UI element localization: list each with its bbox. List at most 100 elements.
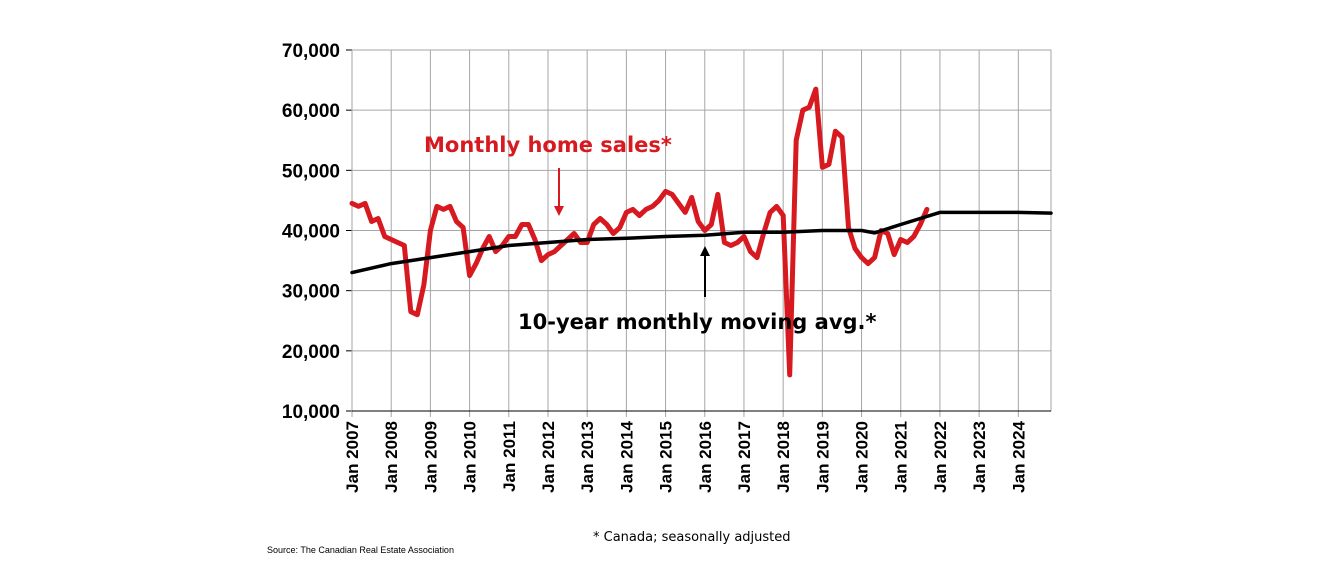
y-tick-label: 20,000 <box>282 342 340 363</box>
series-lines <box>349 86 1053 378</box>
y-tick-label: 10,000 <box>282 402 340 423</box>
data-point-sales <box>651 205 654 207</box>
data-point-average <box>1017 211 1019 213</box>
data-point-sales <box>815 88 817 90</box>
data-point-sales <box>475 263 477 265</box>
x-tick-label: Jan 2023 <box>970 421 989 493</box>
data-point-sales <box>553 251 556 253</box>
data-point-sales <box>900 238 902 241</box>
annotation-moving-average: 10-year monthly moving avg.* <box>518 310 877 334</box>
footnote: * Canada; seasonally adjusted <box>593 530 791 545</box>
data-point-sales <box>854 247 856 250</box>
data-point-average <box>704 234 706 236</box>
data-point-sales <box>802 109 804 111</box>
data-point-sales <box>606 223 608 226</box>
data-point-sales <box>645 208 647 210</box>
data-point-sales <box>469 275 471 277</box>
data-point-sales <box>377 217 379 220</box>
data-point-sales <box>488 235 490 238</box>
data-point-sales <box>913 235 915 238</box>
data-point-average <box>978 211 980 213</box>
data-point-average <box>547 241 549 244</box>
data-point-sales <box>560 244 562 247</box>
data-point-sales <box>717 193 719 195</box>
y-axis-ticks: 10,000 20,000 30,000 40,000 50,000 60,000 70,0… <box>282 41 340 423</box>
data-point-sales <box>403 244 405 247</box>
x-tick-label: Jan 2007 <box>343 421 362 493</box>
data-point-sales <box>527 223 530 226</box>
data-point-sales <box>599 217 601 220</box>
data-point-sales <box>573 232 575 235</box>
data-point-sales <box>593 223 595 226</box>
data-point-sales <box>776 205 778 207</box>
data-point-sales <box>514 235 516 238</box>
data-point-sales <box>867 263 869 265</box>
x-tick-label: Jan 2010 <box>461 421 480 493</box>
annotation-arrowhead-down <box>554 206 564 216</box>
grid <box>346 49 1052 417</box>
data-point-sales <box>495 251 497 253</box>
data-point-sales <box>436 205 438 207</box>
data-point-sales <box>455 220 458 223</box>
x-tick-label: Jan 2024 <box>1009 420 1028 492</box>
data-point-sales <box>834 130 837 132</box>
data-point-sales <box>926 208 928 210</box>
x-tick-label: Jan 2013 <box>578 421 597 493</box>
annotation-monthly-home-sales: Monthly home sales* <box>424 133 672 157</box>
data-point-sales <box>678 202 680 204</box>
data-point-sales <box>638 214 641 217</box>
y-tick-label: 30,000 <box>282 282 340 303</box>
data-point-sales <box>442 208 445 210</box>
data-point-sales <box>384 235 386 238</box>
data-point-sales <box>534 238 536 241</box>
data-point-average <box>469 251 471 253</box>
x-tick-label: Jan 2015 <box>657 421 676 493</box>
data-point-sales <box>521 223 523 226</box>
data-point-sales <box>874 257 876 259</box>
x-axis-ticks: Jan 2007 Jan 2008 Jan 2009 Jan 2010 Jan 2011… <box>343 420 1028 492</box>
data-point-sales <box>357 205 360 207</box>
data-point-sales <box>756 257 758 259</box>
x-tick-label: Jan 2008 <box>382 421 401 493</box>
data-point-average <box>351 272 353 274</box>
data-point-average <box>1050 212 1052 214</box>
data-point-average <box>782 231 784 233</box>
data-point-sales <box>893 254 895 256</box>
data-point-sales <box>423 284 425 286</box>
data-point-average <box>508 244 510 247</box>
data-point-sales <box>906 241 908 244</box>
data-point-sales <box>632 208 634 210</box>
data-point-sales <box>769 211 771 213</box>
data-point-sales <box>619 226 621 229</box>
data-point-sales <box>795 139 797 141</box>
data-point-sales <box>508 235 510 238</box>
data-point-sales <box>887 232 889 235</box>
data-point-sales <box>671 193 673 195</box>
data-point-sales <box>697 220 699 223</box>
x-tick-label: Jan 2022 <box>931 421 950 493</box>
data-point-sales <box>919 223 921 226</box>
data-point-sales <box>429 229 431 232</box>
data-point-average <box>874 232 876 234</box>
data-point-sales <box>861 257 863 259</box>
data-point-sales <box>808 106 810 108</box>
x-tick-label: Jan 2018 <box>774 421 793 493</box>
x-tick-label: Jan 2012 <box>539 421 558 493</box>
x-tick-label: Jan 2016 <box>696 421 715 493</box>
data-point-sales <box>371 220 373 223</box>
y-tick-label: 40,000 <box>282 222 340 243</box>
annotation-arrowhead-up <box>700 246 710 256</box>
data-point-sales <box>710 223 712 226</box>
data-point-sales <box>782 214 784 217</box>
data-point-average <box>429 257 431 259</box>
data-point-average <box>939 211 941 213</box>
data-point-sales <box>390 238 392 241</box>
data-point-sales <box>449 205 451 207</box>
series-line-average <box>350 210 1053 275</box>
data-point-average <box>900 223 902 226</box>
data-point-sales <box>723 241 726 244</box>
data-point-sales <box>416 314 418 316</box>
data-point-sales <box>828 163 830 165</box>
y-tick-label: 60,000 <box>282 101 340 122</box>
